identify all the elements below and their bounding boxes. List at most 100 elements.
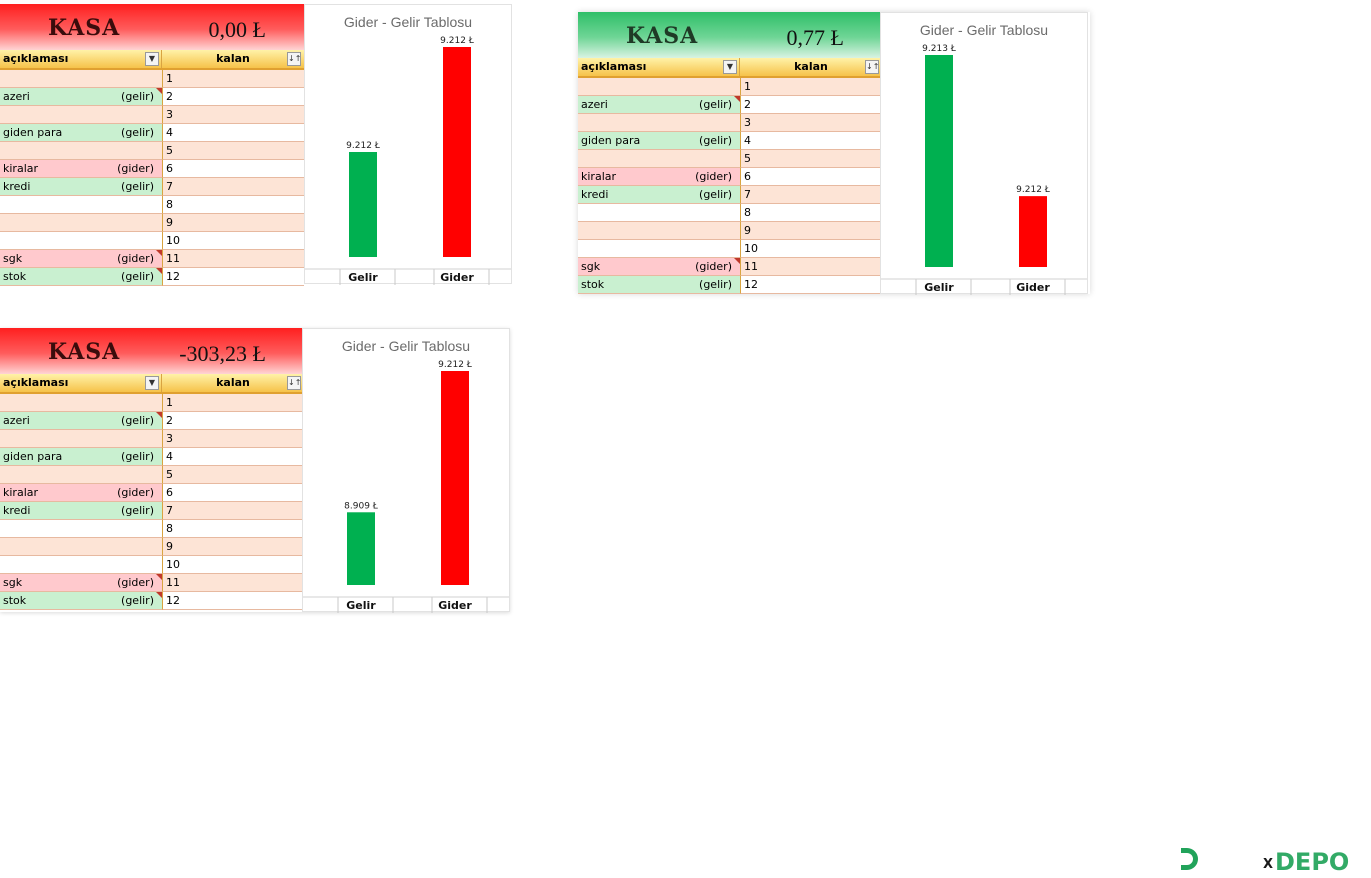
chart-area[interactable]: Gider - Gelir Tablosu 8.909 Ł Gelir 9.212 Ł… — [302, 328, 510, 613]
cell-kalan[interactable]: 11 — [740, 258, 882, 276]
cell-aciklama[interactable]: kredi (gelir) — [578, 186, 740, 204]
comment-indicator-icon[interactable] — [734, 96, 740, 102]
cell-kalan[interactable]: 4 — [162, 448, 304, 466]
column-header-aciklama[interactable]: açıklaması ▼ — [0, 50, 162, 68]
cell-aciklama[interactable]: azeri (gelir) — [0, 88, 162, 106]
cell-aciklama[interactable] — [578, 114, 740, 132]
cell-kalan[interactable]: 10 — [162, 232, 304, 250]
cell-kalan[interactable]: 1 — [740, 78, 882, 96]
column-header-kalan[interactable]: kalan ↓↑ — [162, 50, 304, 68]
cell-kalan[interactable]: 7 — [162, 502, 304, 520]
cell-kalan[interactable]: 6 — [162, 484, 304, 502]
cell-kalan[interactable]: 1 — [162, 70, 304, 88]
cell-aciklama[interactable] — [0, 106, 162, 124]
cell-aciklama[interactable] — [0, 466, 162, 484]
cell-kalan[interactable]: 6 — [162, 160, 304, 178]
cell-aciklama[interactable] — [0, 430, 162, 448]
cell-aciklama[interactable]: sgk (gider) — [0, 574, 162, 592]
cell-aciklama[interactable]: kiralar (gider) — [578, 168, 740, 186]
cell-kalan[interactable]: 4 — [740, 132, 882, 150]
cell-aciklama[interactable] — [0, 214, 162, 232]
comment-indicator-icon[interactable] — [156, 592, 162, 598]
column-header-kalan[interactable]: kalan ↓↑ — [740, 58, 882, 76]
cell-aciklama[interactable]: sgk (gider) — [0, 250, 162, 268]
sort-filter-icon[interactable]: ↓↑ — [865, 60, 879, 74]
cell-kalan[interactable]: 3 — [740, 114, 882, 132]
cell-aciklama[interactable]: giden para (gelir) — [0, 448, 162, 466]
cell-kalan[interactable]: 5 — [162, 142, 304, 160]
cell-aciklama[interactable] — [0, 142, 162, 160]
cell-aciklama[interactable]: kiralar (gider) — [0, 484, 162, 502]
comment-indicator-icon[interactable] — [156, 250, 162, 256]
cell-aciklama[interactable]: giden para (gelir) — [578, 132, 740, 150]
cell-aciklama[interactable]: azeri (gelir) — [0, 412, 162, 430]
cell-aciklama[interactable] — [578, 150, 740, 168]
cell-aciklama[interactable]: kredi (gelir) — [0, 502, 162, 520]
cell-kalan[interactable]: 10 — [740, 240, 882, 258]
cell-kalan[interactable]: 7 — [162, 178, 304, 196]
cell-kalan[interactable]: 3 — [162, 430, 304, 448]
cell-aciklama[interactable] — [0, 520, 162, 538]
cell-kalan[interactable]: 8 — [162, 196, 304, 214]
cell-aciklama[interactable]: stok (gelir) — [0, 268, 162, 286]
cell-aciklama[interactable] — [0, 196, 162, 214]
cell-aciklama[interactable] — [0, 556, 162, 574]
sort-filter-icon[interactable]: ↓↑ — [287, 376, 301, 390]
column-header-aciklama[interactable]: açıklaması ▼ — [0, 374, 162, 392]
cell-aciklama[interactable]: kiralar (gider) — [0, 160, 162, 178]
cell-type-tag: (gider) — [695, 260, 732, 273]
filter-dropdown-icon[interactable]: ▼ — [723, 60, 737, 74]
comment-indicator-icon[interactable] — [156, 574, 162, 580]
cell-kalan[interactable]: 5 — [162, 466, 304, 484]
chart-area[interactable]: Gider - Gelir Tablosu 9.212 Ł Gelir 9.212 Ł… — [304, 4, 512, 285]
cell-kalan[interactable]: 4 — [162, 124, 304, 142]
cell-kalan[interactable]: 8 — [162, 520, 304, 538]
cell-aciklama[interactable] — [578, 78, 740, 96]
filter-dropdown-icon[interactable]: ▼ — [145, 376, 159, 390]
column-header-kalan[interactable]: kalan ↓↑ — [162, 374, 304, 392]
sort-filter-icon[interactable]: ↓↑ — [287, 52, 301, 66]
table-row: 3 — [0, 430, 304, 448]
cell-desc: stok — [581, 278, 605, 291]
comment-indicator-icon[interactable] — [156, 268, 162, 274]
cell-kalan[interactable]: 9 — [162, 214, 304, 232]
cell-kalan[interactable]: 6 — [740, 168, 882, 186]
comment-indicator-icon[interactable] — [156, 412, 162, 418]
cell-aciklama[interactable] — [0, 70, 162, 88]
cell-kalan[interactable]: 12 — [740, 276, 882, 294]
table-row: kredi (gelir) 7 — [578, 186, 882, 204]
cell-kalan[interactable]: 1 — [162, 394, 304, 412]
cell-aciklama[interactable]: azeri (gelir) — [578, 96, 740, 114]
cell-aciklama[interactable] — [0, 394, 162, 412]
comment-indicator-icon[interactable] — [734, 258, 740, 264]
cell-kalan[interactable]: 10 — [162, 556, 304, 574]
cell-kalan[interactable]: 2 — [740, 96, 882, 114]
category-label: Gider — [1016, 281, 1050, 294]
cell-kalan[interactable]: 5 — [740, 150, 882, 168]
cell-aciklama[interactable]: giden para (gelir) — [0, 124, 162, 142]
cell-aciklama[interactable] — [0, 232, 162, 250]
cell-kalan[interactable]: 8 — [740, 204, 882, 222]
cell-aciklama[interactable]: kredi (gelir) — [0, 178, 162, 196]
cell-kalan[interactable]: 9 — [740, 222, 882, 240]
cell-aciklama[interactable]: stok (gelir) — [0, 592, 162, 610]
cell-kalan[interactable]: 3 — [162, 106, 304, 124]
cell-aciklama[interactable] — [578, 204, 740, 222]
filter-dropdown-icon[interactable]: ▼ — [145, 52, 159, 66]
cell-aciklama[interactable] — [578, 240, 740, 258]
cell-kalan[interactable]: 11 — [162, 250, 304, 268]
cell-aciklama[interactable] — [0, 538, 162, 556]
cell-aciklama[interactable] — [578, 222, 740, 240]
cell-kalan[interactable]: 12 — [162, 592, 304, 610]
comment-indicator-icon[interactable] — [156, 88, 162, 94]
cell-aciklama[interactable]: sgk (gider) — [578, 258, 740, 276]
cell-kalan[interactable]: 11 — [162, 574, 304, 592]
cell-kalan[interactable]: 2 — [162, 88, 304, 106]
cell-kalan[interactable]: 9 — [162, 538, 304, 556]
column-header-aciklama[interactable]: açıklaması ▼ — [578, 58, 740, 76]
chart-area[interactable]: Gider - Gelir Tablosu 9.213 Ł Gelir 9.212 Ł… — [880, 12, 1088, 295]
cell-kalan[interactable]: 12 — [162, 268, 304, 286]
cell-kalan[interactable]: 7 — [740, 186, 882, 204]
cell-aciklama[interactable]: stok (gelir) — [578, 276, 740, 294]
cell-kalan[interactable]: 2 — [162, 412, 304, 430]
